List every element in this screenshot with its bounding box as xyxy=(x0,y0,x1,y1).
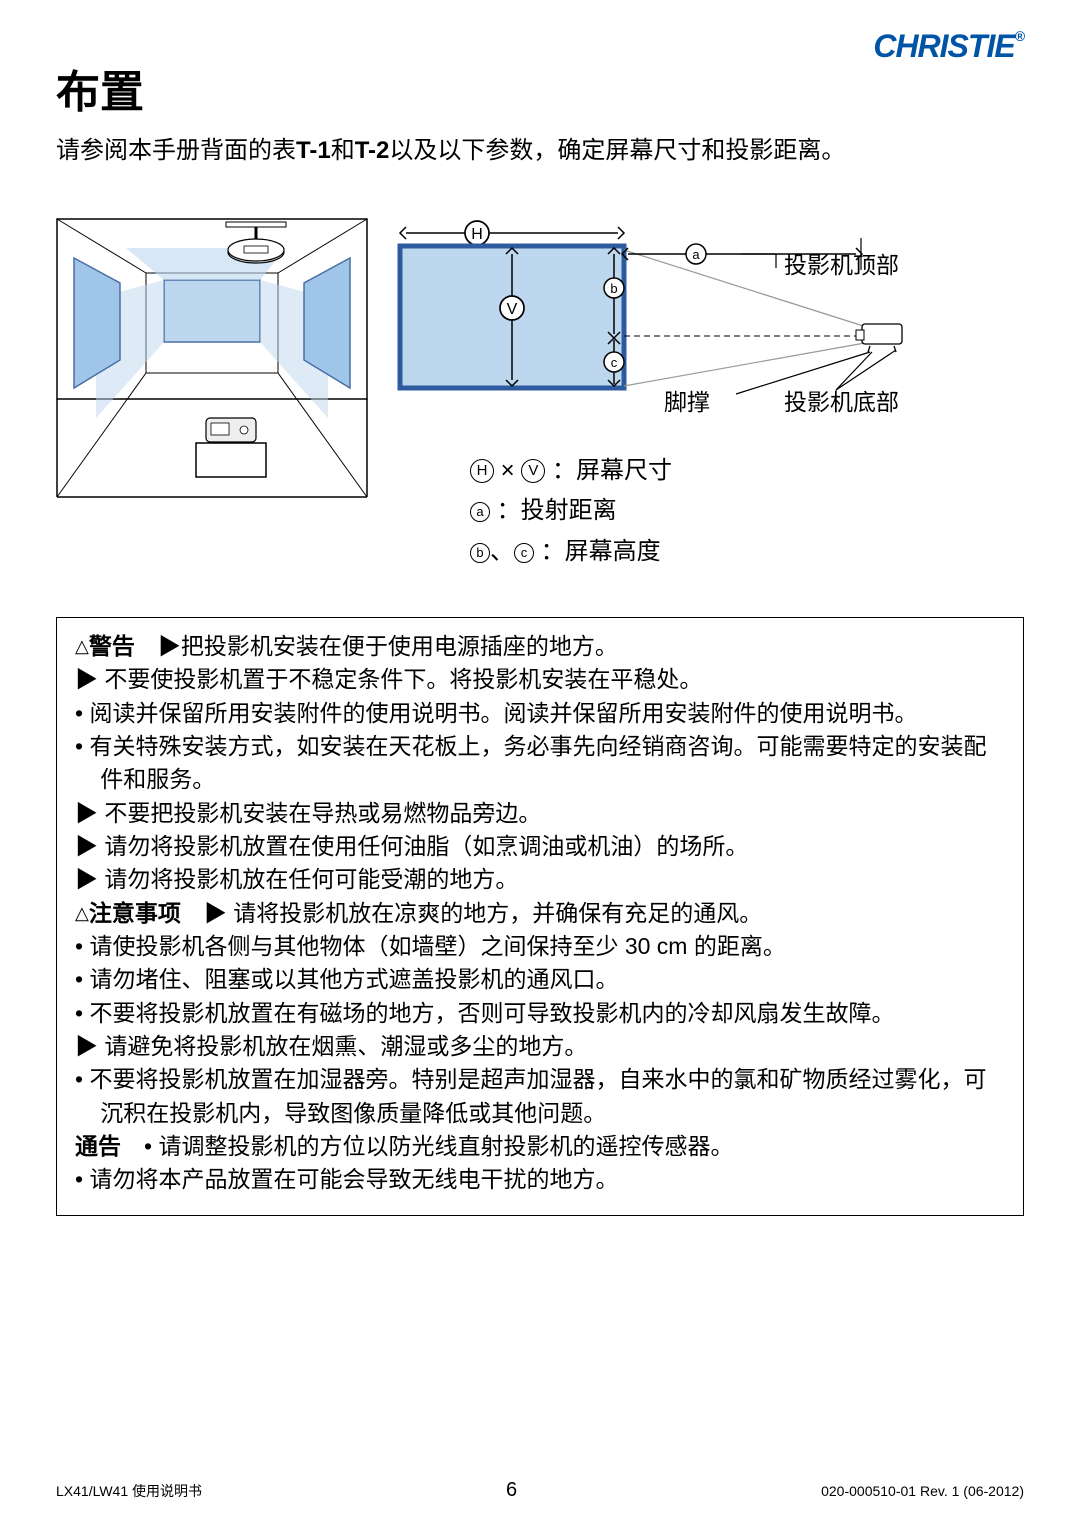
warn-triangle-icon: △ xyxy=(75,633,89,659)
legend-times: × xyxy=(501,457,515,484)
warn-text-6: ▶ 请勿将投影机放置在使用任何油脂（如烹调油或机油）的场所。 xyxy=(75,830,1005,863)
svg-text:c: c xyxy=(611,355,618,370)
caution-row-1: △注意事项 ▶ 请将投影机放在凉爽的地方，并确保有充足的通风。 xyxy=(75,897,1005,930)
footer-left: LX41/LW41 使用说明书 xyxy=(56,1481,202,1501)
notice-text-2: • 请勿将本产品放置在可能会导致无线电干扰的地方。 xyxy=(75,1163,1005,1196)
projection-diagram-wrap: H V a b xyxy=(396,218,1024,573)
svg-text:b: b xyxy=(610,281,617,296)
legend-V: V xyxy=(521,459,545,483)
caution-text-5: ▶ 请避免将投影机放在烟熏、潮湿或多尘的地方。 xyxy=(75,1030,1005,1063)
svg-text:投影机底部: 投影机底部 xyxy=(784,389,899,415)
legend-H: H xyxy=(470,459,494,483)
intro-pre: 请参阅本手册背面的表 xyxy=(56,137,296,164)
svg-text:V: V xyxy=(507,301,518,318)
legend-throw: ：投射距离 xyxy=(497,497,617,524)
svg-text:a: a xyxy=(692,247,700,262)
intro-t1: T-1 xyxy=(296,137,331,164)
legend-c: c xyxy=(514,543,534,563)
caution-text-6: • 不要将投影机放置在加湿器旁。特别是超声加湿器，自来水中的氯和矿物质经过雾化，… xyxy=(75,1063,1005,1130)
room-diagram xyxy=(56,218,368,498)
page-title: 布置 xyxy=(56,56,1024,120)
caution-triangle-icon: △ xyxy=(75,900,89,926)
caution-text-2: • 请使投影机各侧与其他物体（如墙壁）之间保持至少 30 cm 的距离。 xyxy=(75,930,1005,963)
footer-page-number: 6 xyxy=(506,1479,517,1502)
notice-row-1: 通告 • 请调整投影机的方位以防光线直射投影机的遥控传感器。 xyxy=(75,1130,1005,1163)
warn-text-2: ▶ 不要使投影机置于不稳定条件下。将投影机安装在平稳处。 xyxy=(75,663,1005,696)
svg-text:H: H xyxy=(471,226,483,243)
caution-text-1: ▶ 请将投影机放在凉爽的地方，并确保有充足的通风。 xyxy=(204,900,762,926)
notice-text-1: • 请调整投影机的方位以防光线直射投影机的遥控传感器。 xyxy=(144,1133,733,1159)
notice-label: 通告 xyxy=(75,1133,121,1159)
caution-text-4: • 不要将投影机放置在有磁场的地方，否则可导致投影机内的冷却风扇发生故障。 xyxy=(75,997,1005,1030)
intro-mid: 和 xyxy=(331,137,355,164)
reg-mark: ® xyxy=(1015,28,1024,44)
caution-text-3: • 请勿堵住、阻塞或以其他方式遮盖投影机的通风口。 xyxy=(75,963,1005,996)
warn-label: 警告 xyxy=(89,633,135,659)
warn-text-1: ▶把投影机安装在便于使用电源插座的地方。 xyxy=(158,633,618,659)
legend-line-3: b、c ：屏幕高度 xyxy=(470,532,1024,573)
intro-text: 请参阅本手册背面的表T-1和T-2以及以下参数，确定屏幕尺寸和投影距离。 xyxy=(56,134,1024,168)
brand-text: CHRISTIE xyxy=(873,28,1014,64)
page-footer: LX41/LW41 使用说明书 6 020-000510-01 Rev. 1 (… xyxy=(56,1479,1024,1502)
warn-text-7: ▶ 请勿将投影机放在任何可能受潮的地方。 xyxy=(75,863,1005,896)
legend-screensize: ：屏幕尺寸 xyxy=(552,457,672,484)
intro-t2: T-2 xyxy=(355,137,390,164)
projection-diagram: H V a b xyxy=(396,218,996,418)
warning-box: △警告 ▶把投影机安装在便于使用电源插座的地方。 ▶ 不要使投影机置于不稳定条件… xyxy=(56,617,1024,1216)
warn-text-5: ▶ 不要把投影机安装在导热或易燃物品旁边。 xyxy=(75,797,1005,830)
svg-text:投影机顶部: 投影机顶部 xyxy=(784,252,899,278)
legend-a: a xyxy=(470,502,490,522)
caution-label: 注意事项 xyxy=(89,900,181,926)
intro-post: 以及以下参数，确定屏幕尺寸和投影距离。 xyxy=(389,137,845,164)
svg-text:脚撑: 脚撑 xyxy=(664,389,710,415)
legend-line-1: H × V ：屏幕尺寸 xyxy=(470,451,1024,492)
brand-logo: CHRISTIE® xyxy=(873,28,1024,65)
warn-text-3: • 阅读并保留所用安装附件的使用说明书。阅读并保留所用安装附件的使用说明书。 xyxy=(75,697,1005,730)
diagram-legend: H × V ：屏幕尺寸 a ：投射距离 b、c ：屏幕高度 xyxy=(470,451,1024,573)
warn-text-4: • 有关特殊安装方式，如安装在天花板上，务必事先向经销商咨询。可能需要特定的安装… xyxy=(75,730,1005,797)
legend-b: b xyxy=(470,543,490,563)
figures-row: H V a b xyxy=(56,218,1024,573)
legend-height: ：屏幕高度 xyxy=(541,538,661,565)
footer-right: 020-000510-01 Rev. 1 (06-2012) xyxy=(821,1483,1024,1499)
warn-row-1: △警告 ▶把投影机安装在便于使用电源插座的地方。 xyxy=(75,630,1005,663)
legend-line-2: a ：投射距离 xyxy=(470,491,1024,532)
